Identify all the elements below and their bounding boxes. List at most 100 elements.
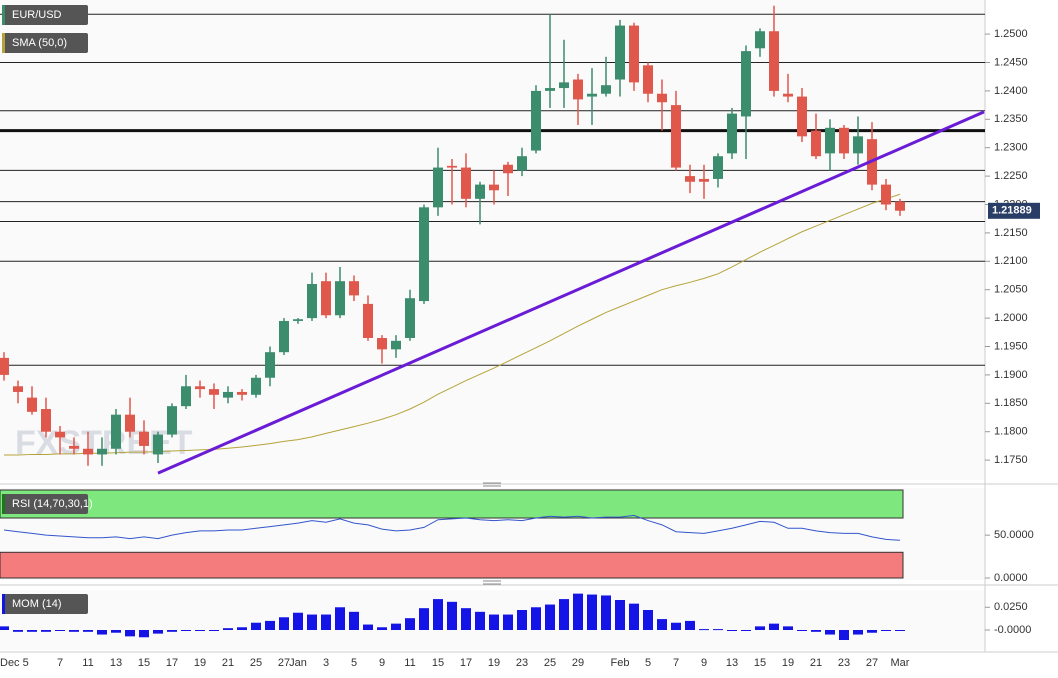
mom-bar — [867, 630, 877, 633]
x-tick-label: 21 — [810, 657, 822, 669]
mom-bar — [97, 630, 107, 635]
y-tick-label: 50.0000 — [994, 529, 1034, 541]
mom-bar — [503, 614, 513, 630]
x-tick-label: 9 — [379, 657, 385, 669]
candle-body — [447, 165, 457, 168]
x-tick-label: 3 — [323, 657, 329, 669]
y-tick-label: 1.2350 — [994, 113, 1028, 125]
mom-bar — [251, 622, 261, 630]
y-tick-label: 1.1800 — [994, 426, 1028, 438]
y-tick-label: 1.2250 — [994, 170, 1028, 182]
legend-swatch — [2, 5, 5, 25]
y-tick-label: 1.2150 — [994, 227, 1028, 239]
candle-body — [783, 93, 793, 97]
x-tick-label: Mar — [891, 657, 910, 669]
mom-bar — [195, 630, 205, 631]
candle-body — [13, 386, 23, 392]
candle-body — [391, 340, 401, 350]
x-tick-label: 19 — [194, 657, 206, 669]
candle-body — [223, 391, 233, 398]
candle-body — [83, 448, 93, 455]
candle-body — [629, 25, 639, 83]
candle-body — [307, 284, 317, 319]
mom-bar — [265, 620, 275, 630]
mom-bar — [377, 627, 387, 630]
candle-body — [153, 434, 163, 455]
candle-body — [265, 352, 275, 378]
candle-body — [517, 156, 527, 171]
mom-bar — [419, 608, 429, 630]
candle-body — [237, 391, 247, 395]
x-tick-label: 25 — [250, 657, 262, 669]
candle-body — [545, 88, 555, 91]
mom-bar — [559, 599, 569, 630]
mom-bar — [293, 612, 303, 630]
candle-body — [573, 79, 583, 100]
candle-body — [741, 51, 751, 117]
mom-bar — [279, 617, 289, 630]
candle-body — [321, 281, 331, 316]
mom-bar — [0, 626, 9, 630]
trendline — [157, 110, 985, 475]
y-tick-label: 1.2450 — [994, 56, 1028, 68]
candle-body — [811, 130, 821, 157]
mom-bar — [545, 604, 555, 630]
mom-bar — [601, 595, 611, 630]
mom-bar — [531, 607, 541, 630]
mom-bar — [713, 629, 723, 631]
mom-bar — [573, 593, 583, 630]
x-tick-label: 13 — [110, 657, 122, 669]
candle-body — [461, 167, 471, 199]
mom-bar — [811, 630, 821, 632]
mom-bar — [685, 620, 695, 630]
x-tick-label: 17 — [166, 657, 178, 669]
x-tick-label: Dec 5 — [0, 657, 29, 669]
candle-body — [601, 85, 611, 94]
candle-body — [55, 431, 65, 438]
mom-bar — [69, 630, 79, 632]
y-tick-label: 1.2050 — [994, 284, 1028, 296]
candle-body — [671, 105, 681, 168]
last-price-label: 1.21889 — [992, 205, 1032, 217]
mom-bar — [321, 614, 331, 630]
y-tick-label: 1.2300 — [994, 142, 1028, 154]
candle-body — [181, 386, 191, 407]
y-tick-label: 1.2500 — [994, 28, 1028, 40]
mom-bar — [83, 630, 93, 632]
candle-body — [475, 184, 485, 199]
legend-box — [2, 594, 88, 614]
candle-body — [643, 65, 653, 94]
mom-bar — [363, 624, 373, 630]
candle-body — [279, 320, 289, 353]
candle-body — [839, 127, 849, 154]
candle-body — [657, 93, 667, 103]
candle-body — [825, 127, 835, 154]
candle-body — [615, 25, 625, 80]
mom-bar — [657, 619, 667, 630]
mom-bar — [461, 608, 471, 630]
mom-bar — [671, 622, 681, 630]
price-panel — [0, 0, 985, 480]
mom-bar — [727, 630, 737, 631]
resize-grip[interactable] — [483, 482, 501, 585]
x-tick-label: 11 — [404, 657, 415, 669]
x-tick-label: Jan — [289, 657, 307, 669]
mom-bar — [111, 630, 121, 633]
legend-box — [2, 33, 88, 53]
mom-bar — [447, 601, 457, 630]
mom-bar — [517, 610, 527, 630]
mom-bar — [433, 599, 443, 630]
candle-body — [769, 31, 779, 91]
candle-body — [139, 431, 149, 446]
mom-bar — [223, 628, 233, 630]
x-tick-label: 13 — [726, 657, 738, 669]
x-tick-label: 7 — [57, 657, 63, 669]
candle-body — [377, 337, 387, 350]
candle-body — [195, 386, 205, 390]
mom-bar — [153, 630, 163, 634]
mom-bar — [27, 630, 37, 632]
mom-bar — [881, 630, 891, 631]
x-tick-label: 21 — [222, 657, 234, 669]
x-tick-label: 23 — [516, 657, 528, 669]
mom-bar — [853, 630, 863, 635]
